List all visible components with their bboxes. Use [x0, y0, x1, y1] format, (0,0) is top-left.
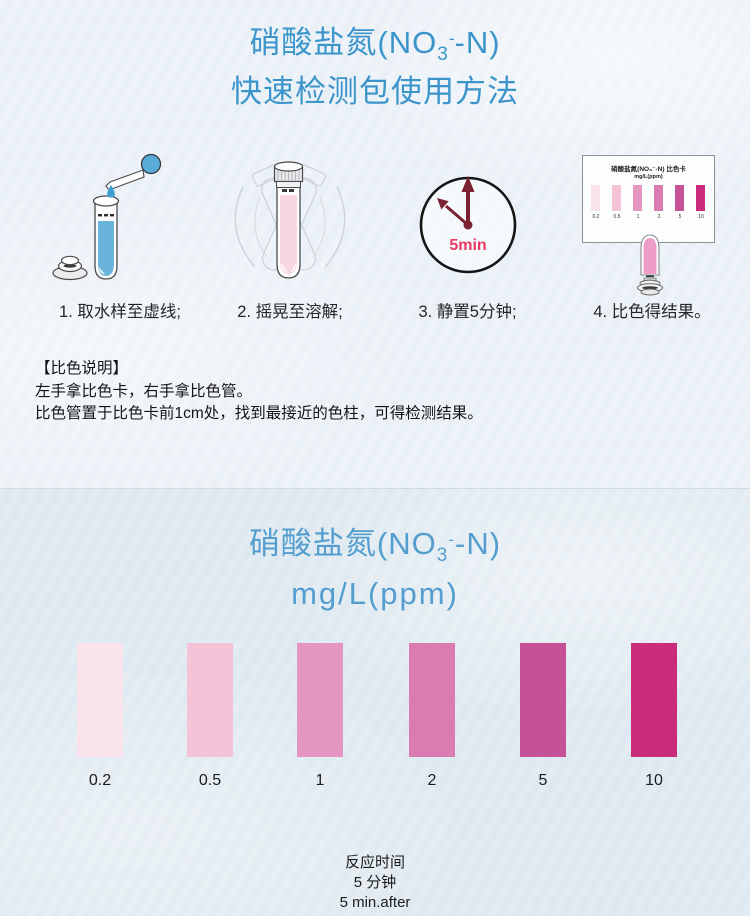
color-comparison-card: 硝酸盐氮(NO₃⁻-N) 比色卡 mg/L(ppm) 0.2 0.5 1 2 5 10	[582, 155, 715, 243]
page-title: 硝酸盐氮(NO3--N) 快速检测包使用方法	[0, 20, 750, 110]
mini-color-swatch	[654, 185, 663, 211]
mini-color-swatch	[612, 185, 621, 211]
mini-card-subtitle: mg/L(ppm)	[634, 174, 663, 180]
page-title-line1: 硝酸盐氮(NO3--N)	[0, 20, 750, 73]
swatch-label: 0.2	[88, 772, 112, 789]
swatch-label: 2	[427, 772, 437, 789]
title-subscript: 3	[437, 44, 449, 65]
title-text: 硝酸盐氮(NO	[249, 25, 438, 60]
step-3-illustration: 5min	[380, 145, 555, 297]
swatch-label: 0.5	[198, 772, 222, 789]
mini-color-swatch	[633, 185, 642, 211]
comparison-notes: 【比色说明】 左手拿比色卡，右手拿比色管。 比色管置于比色卡前1cm处，找到最接…	[35, 358, 483, 426]
shaking-tube-icon	[234, 161, 346, 279]
swatch-label: 10	[645, 772, 663, 789]
notes-heading: 【比色说明】	[35, 360, 129, 377]
mini-swatch-label: 10	[698, 214, 704, 220]
swatch-column: 2	[409, 643, 455, 790]
scale-title-text-end: -N)	[455, 526, 502, 561]
swatch-column: 5	[520, 643, 566, 790]
step-1-illustration	[30, 145, 210, 297]
scale-title-text: 硝酸盐氮(NO	[248, 526, 437, 561]
swatch-column: 10	[631, 643, 677, 790]
mini-swatch-column: 0.5	[612, 185, 622, 220]
instructions-section: 硝酸盐氮(NO3--N) 快速检测包使用方法	[0, 0, 750, 488]
step-4-illustration: 硝酸盐氮(NO₃⁻-N) 比色卡 mg/L(ppm) 0.2 0.5 1 2 5 10	[557, 145, 747, 297]
page-title-line2: 快速检测包使用方法	[231, 74, 519, 109]
mini-color-swatch	[675, 185, 684, 211]
step-2-illustration	[205, 145, 375, 297]
mini-swatch-column: 5	[675, 185, 685, 220]
mini-swatch-label: 1	[636, 214, 640, 220]
swatch-label: 5	[538, 772, 548, 789]
step-4-compare: 硝酸盐氮(NO₃⁻-N) 比色卡 mg/L(ppm) 0.2 0.5 1 2 5 10 4…	[557, 145, 747, 322]
step-1-take-sample: 1. 取水样至虚线;	[30, 145, 210, 322]
step-2-caption: 2. 摇晃至溶解;	[237, 303, 343, 321]
mini-color-swatch	[591, 185, 600, 211]
step-1-caption: 1. 取水样至虚线;	[59, 303, 181, 321]
scale-title-subscript: 3	[436, 545, 449, 566]
mini-swatch-label: 2	[657, 214, 661, 220]
scale-title-superscript: -	[448, 530, 456, 549]
color-swatch	[409, 643, 455, 757]
step-2-shake: 2. 摇晃至溶解;	[205, 145, 375, 322]
mini-swatch-column: 0.2	[591, 185, 601, 220]
title-superscript: -	[448, 29, 455, 48]
color-scale-section: 硝酸盐氮(NO3--N) mg/L(ppm) 0.2 0.5 1 2 5 10 反应时间 …	[0, 488, 750, 916]
mini-swatch-label: 0.5	[613, 214, 621, 220]
notes-line-1: 左手拿比色卡，右手拿比色管。	[35, 382, 253, 400]
reaction-time-note: 反应时间 5 分钟 5 min.after	[0, 853, 750, 913]
mini-swatch-column: 1	[633, 185, 643, 220]
mini-color-swatch	[696, 185, 705, 211]
mini-swatch-label: 0.2	[592, 214, 600, 220]
color-swatch	[77, 643, 123, 757]
swatch-column: 0.5	[187, 643, 233, 790]
mini-swatch-row: 0.2 0.5 1 2 5 10	[583, 185, 714, 220]
mini-swatch-column: 2	[654, 185, 664, 220]
step-4-caption: 4. 比色得结果。	[593, 303, 711, 321]
color-swatch	[297, 643, 343, 757]
color-swatch	[187, 643, 233, 757]
mini-card-title: 硝酸盐氮(NO₃⁻-N) 比色卡	[611, 166, 686, 173]
step-3-wait: 5min 3. 静置5分钟;	[380, 145, 555, 322]
scale-title: 硝酸盐氮(NO3--N) mg/L(ppm)	[0, 521, 750, 613]
swatch-column: 0.2	[77, 643, 123, 790]
dropper-tube-icon	[52, 153, 162, 281]
scale-title-line1: 硝酸盐氮(NO3--N)	[0, 521, 750, 575]
swatch-label: 1	[315, 772, 325, 789]
scale-unit: mg/L(ppm)	[291, 576, 459, 611]
mini-swatch-column: 10	[696, 185, 706, 220]
notes-line-2: 比色管置于比色卡前1cm处，找到最接近的色柱，可得检测结果。	[35, 405, 483, 422]
reaction-time-line3: 5 min.after	[339, 894, 411, 911]
clock-label: 5min	[449, 237, 486, 254]
step-3-caption: 3. 静置5分钟;	[418, 303, 517, 321]
title-text-end: -N)	[454, 25, 501, 60]
test-tube-inverted-icon	[637, 234, 663, 296]
reaction-time-line2: 5 分钟	[353, 874, 397, 891]
mini-swatch-label: 5	[678, 214, 682, 220]
reaction-time-line1: 反应时间	[344, 854, 405, 871]
clock-icon: 5min	[419, 176, 517, 274]
color-swatch	[631, 643, 677, 757]
color-swatch	[520, 643, 566, 757]
swatch-column: 1	[297, 643, 343, 790]
